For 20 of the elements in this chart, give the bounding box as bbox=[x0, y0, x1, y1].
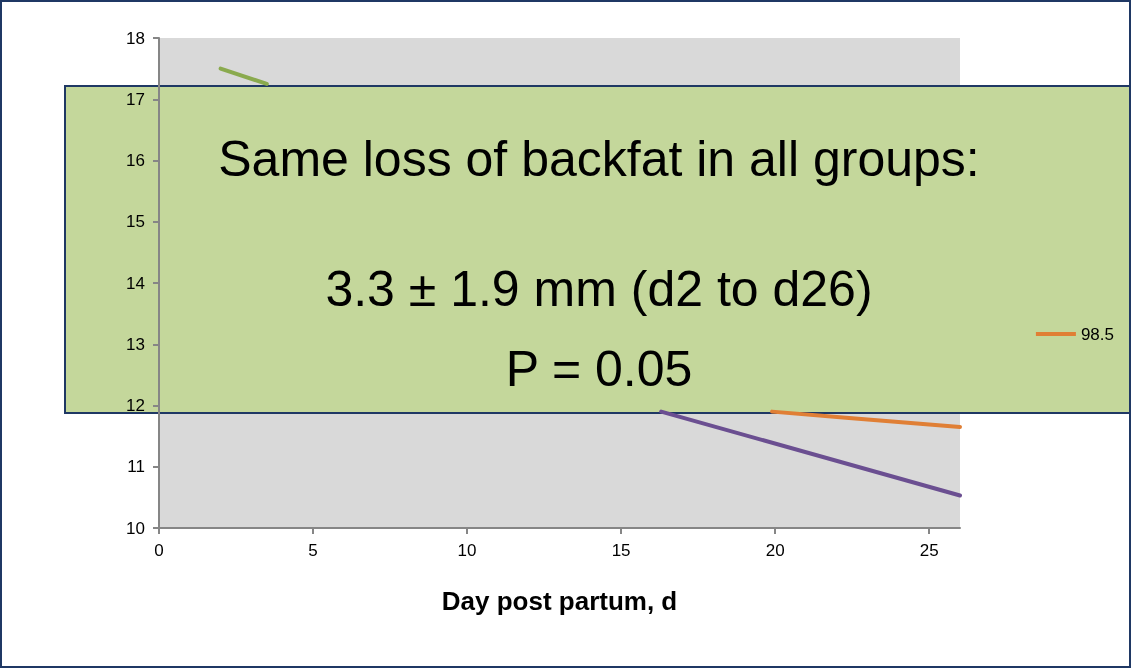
y-tick-label: 13 bbox=[126, 334, 145, 354]
x-tick-label: 15 bbox=[611, 541, 631, 560]
x-tick-label: 10 bbox=[457, 541, 477, 560]
y-tick-label: 14 bbox=[126, 273, 145, 293]
x-tick-label: 20 bbox=[765, 541, 785, 560]
y-tick-label: 18 bbox=[126, 28, 145, 48]
legend-label: 98.5 bbox=[1080, 324, 1115, 344]
x-tick-label: 25 bbox=[919, 541, 939, 560]
x-axis-title: Day post partum, d bbox=[441, 586, 678, 616]
x-tick-label: 0 bbox=[154, 541, 164, 560]
annotation: 3.3 ± 1.9 mm (d2 to d26) bbox=[325, 261, 873, 317]
y-tick-label: 17 bbox=[126, 89, 145, 109]
y-tick-label: 15 bbox=[126, 212, 145, 232]
x-tick-label: 5 bbox=[308, 541, 318, 560]
annotation: P = 0.05 bbox=[505, 341, 693, 397]
y-tick-label: 10 bbox=[126, 518, 145, 538]
y-tick-label: 16 bbox=[126, 151, 145, 170]
y-tick-label: 12 bbox=[126, 396, 145, 415]
annotation: Same loss of backfat in all groups: bbox=[218, 131, 980, 187]
y-tick-label: 11 bbox=[127, 457, 145, 477]
